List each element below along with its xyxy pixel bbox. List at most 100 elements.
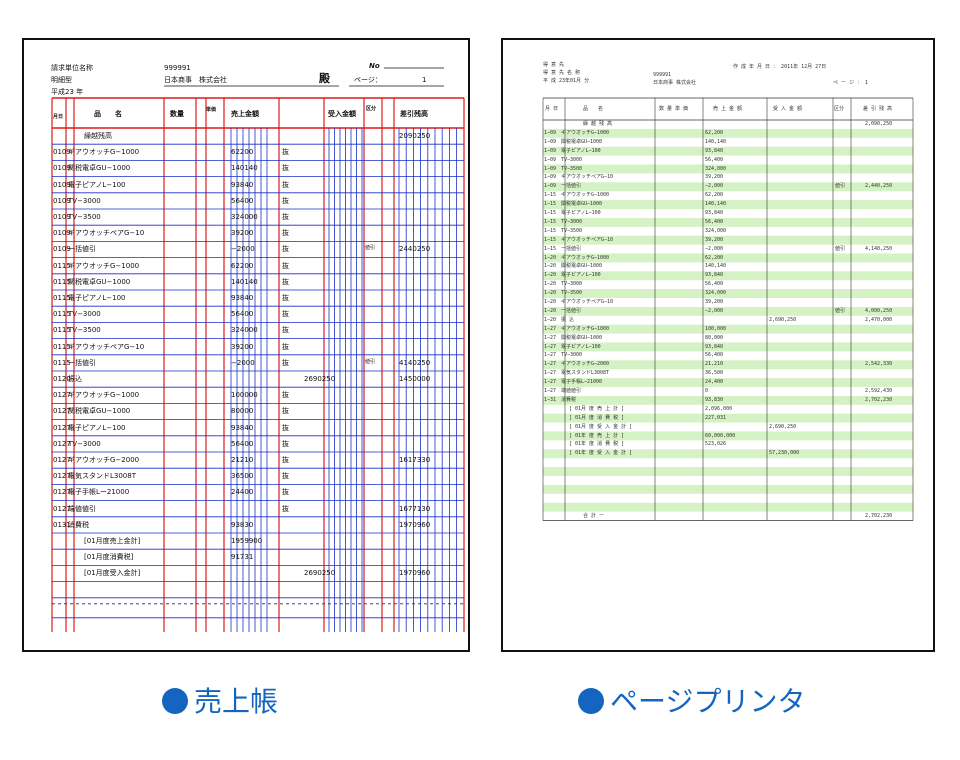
print-row-item: ギアウオッチG−1000 [561,325,610,332]
print-row-date: 1−15 [544,192,557,199]
row-tag: 抜 [282,245,289,254]
row-sales: 62200 [231,261,254,270]
row-tag: 抜 [282,294,289,302]
row-tag: 抜 [282,180,289,189]
row-date: 0115 [53,277,71,286]
row-date: 0127 [53,488,71,497]
row-tag: 抜 [282,326,289,335]
print-row-date: 1−09 [544,174,557,181]
green-band [543,235,913,245]
col-unit: 単価 [206,107,217,113]
print-row-date: 1−15 [544,227,557,234]
print-row-item: 振 込 [561,316,575,323]
print-row-balance: 2,702,230 [865,396,893,403]
row-tag: 抜 [282,391,289,400]
print-row-date: 1−09 [544,147,557,154]
printout-header-line: 平 成 23年01月 分 [543,78,590,84]
print-row-date: 1−20 [544,316,557,323]
print-row-item: TV−3000 [561,218,583,225]
print-row-item: 関税電卓GU−1000 [561,138,603,145]
print-row-sales: 56,400 [705,281,724,288]
carry-item: 繰越残高 [84,132,112,140]
row-sales: 93840 [231,180,254,189]
green-band [543,378,913,387]
row-balance: 1450000 [399,375,431,383]
print-row-item: 電子ピアノL−100 [561,343,601,350]
col-month-day: 月日 [53,114,64,120]
green-band [543,289,913,298]
print-row-date: 1−27 [544,361,557,368]
print-row-date: 1−09 [544,138,557,145]
print-row-item: 電子手帳L−21000 [561,379,603,386]
detail-label: 明細型 [51,76,72,84]
row-item: 一括値引 [68,245,96,254]
row-date: 0127 [53,407,71,416]
print-row-item: 関税電卓GU−1000 [561,334,603,341]
row-tag: 抜 [282,229,289,238]
row-sales: 93830 [231,520,254,529]
print-row-item: 電子ピアノL−100 [561,147,601,154]
row-item: ギアウオッチペアG−10 [68,229,145,238]
print-row-sales: 56,400 [705,352,724,359]
honorific: 殿 [319,72,330,85]
printout-company-name: 日本商事 株式会社 [653,80,697,86]
print-col-header: 受 入 金 額 [773,106,803,112]
row-date: 0115 [53,310,71,319]
row-item: TV−3500 [68,213,101,221]
print-row-date: 1−27 [544,343,557,350]
print-row-item: TV−3500 [561,227,583,234]
print-col-header: 売 上 金 額 [713,106,743,112]
row-sales: 21210 [231,456,254,464]
print-row-balance: 4,140,250 [865,245,893,252]
row-tag: 抜 [282,148,289,157]
row-note: 値引 [365,245,376,252]
print-row-item: [ 01月 度 受 入 金 計 ] [569,423,633,430]
print-row-date: 1−20 [544,290,557,297]
row-tag: 抜 [282,488,289,497]
row-date: 0109 [53,196,71,205]
print-row-sales: 62,200 [705,192,724,199]
print-row-date: 1−15 [544,201,557,208]
row-sales: 36500 [231,472,254,481]
print-row-date: 1−27 [544,370,557,377]
row-balance: 1677130 [399,504,431,513]
row-item: ギアウオッチペアG−10 [68,342,145,351]
print-row-sales: 39,200 [705,236,724,243]
print-row-received: 2,690,250 [769,316,797,323]
printout-page-label: ペ ー ジ ： 1 [833,80,869,86]
print-row-date: 1−09 [544,183,557,190]
green-band [543,449,913,459]
print-row-sales: 227,031 [705,414,727,421]
print-row-item: ギアウオッチG−2000 [561,361,610,368]
print-row-received: 2,690,250 [769,423,797,430]
green-band [543,395,913,405]
row-tag: 抜 [282,164,289,173]
row-date: 0127 [53,423,71,432]
print-row-date: 1−09 [544,156,557,163]
print-row-item: 一括値引 [561,183,582,190]
row-sales: 56400 [231,310,254,319]
row-date: 0127 [53,456,71,464]
print-row-item: [ 01月 度 消 費 税 ] [569,414,625,421]
green-band [543,146,913,156]
print-row-item: ギアウオッチG−1000 [561,254,610,261]
green-band [543,128,913,138]
row-date: 0115 [53,294,71,302]
row-item: 振込 [68,375,82,383]
green-band [543,306,913,316]
print-row-sales: 140,140 [705,263,727,270]
company-label: 請求単位名称 [51,64,93,72]
row-date: 0127 [53,504,71,513]
row-sales: −2000 [231,358,255,367]
print-row-sales: 39,200 [705,174,724,181]
print-col-header: 差 引 残 高 [863,106,893,112]
row-date: 0115 [53,342,71,351]
row-tag: 抜 [282,439,289,448]
print-row-sales: 80,000 [705,334,724,341]
row-sales: 80000 [231,407,254,416]
caption-sales-ledger: 売上帳 [162,684,278,720]
green-band [543,342,913,352]
printout-header-line: 得 意 先 名 称 [543,70,581,76]
print-row-sales: −2,000 [705,183,724,190]
row-sales: 1959900 [231,537,263,545]
